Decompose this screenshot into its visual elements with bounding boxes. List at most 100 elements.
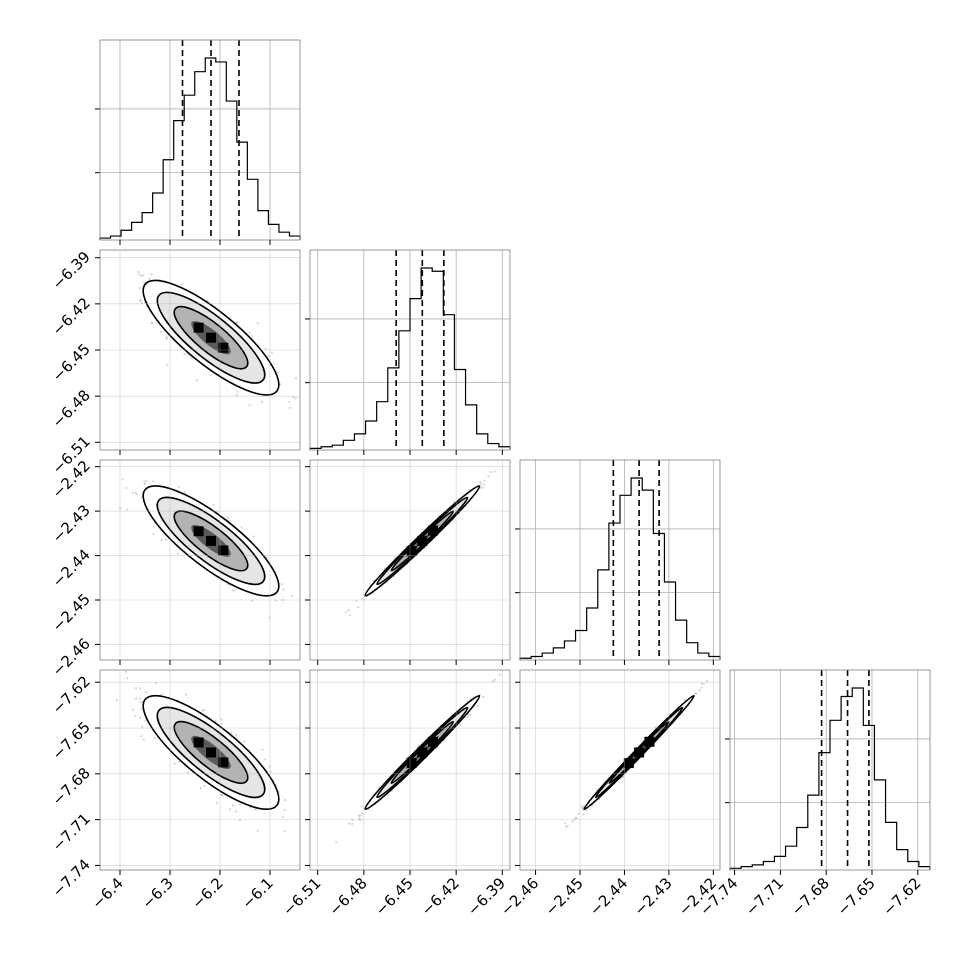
scatter-point (281, 816, 283, 818)
scatter-point (160, 331, 162, 333)
density-peak (407, 758, 417, 768)
scatter-point (139, 687, 141, 689)
scatter-point (284, 799, 286, 801)
density-peak (194, 323, 204, 333)
scatter-point (269, 617, 271, 619)
scatter-point (235, 734, 237, 736)
scatter-point (357, 606, 359, 608)
scatter-point (235, 810, 237, 812)
scatter-point (236, 321, 238, 323)
scatter-point (351, 823, 353, 825)
scatter-point (139, 697, 141, 699)
density-peak (206, 536, 216, 546)
scatter-point (125, 487, 127, 489)
scatter-point (271, 352, 273, 354)
scatter-point (174, 762, 176, 764)
density-peak (194, 737, 204, 747)
scatter-point (143, 481, 145, 483)
scatter-point (151, 273, 153, 275)
scatter-point (140, 735, 142, 737)
scatter-point (181, 284, 183, 286)
density-peak (417, 536, 427, 546)
scatter-point (269, 766, 271, 768)
scatter-point (201, 709, 203, 711)
density-peak (428, 737, 438, 747)
panel-bg (730, 670, 930, 870)
scatter-point (221, 794, 223, 796)
scatter-point (148, 278, 150, 280)
scatter-point (151, 322, 153, 324)
scatter-point (125, 671, 127, 673)
scatter-point (295, 397, 297, 399)
scatter-point (483, 484, 485, 486)
scatter-point (200, 787, 202, 789)
scatter-point (387, 794, 389, 796)
scatter-point (134, 715, 136, 717)
scatter-point (144, 719, 146, 721)
hist-panel-0 (95, 40, 300, 245)
scatter-point (261, 401, 263, 403)
scatter-point (345, 611, 347, 613)
density-peak (206, 747, 216, 757)
scatter-point (227, 516, 229, 518)
scatter-point (236, 391, 238, 393)
scatter-point (482, 487, 484, 489)
scatter-point (132, 709, 134, 711)
scatter-point (289, 407, 291, 409)
scatter-point (236, 394, 238, 396)
scatter-point (134, 491, 136, 493)
scatter-point (283, 809, 285, 811)
scatter-point (210, 374, 212, 376)
scatter-point (254, 809, 256, 811)
hist-panel-1 (305, 250, 510, 455)
scatter-point (126, 677, 128, 679)
scatter-point (216, 802, 218, 804)
scatter-point (152, 480, 154, 482)
scatter-point (239, 804, 241, 806)
scatter-point (469, 714, 471, 716)
hist-panel-3 (725, 670, 930, 875)
scatter-point (140, 708, 142, 710)
scatter-point (295, 377, 297, 379)
scatter-point (145, 480, 147, 482)
density-peak (417, 747, 427, 757)
scatter-point (143, 739, 145, 741)
scatter-point (248, 404, 250, 406)
scatter-point (161, 539, 163, 541)
scatter-point (142, 274, 144, 276)
panel-bg (520, 460, 720, 660)
scatter-point (348, 609, 350, 611)
scatter-point (144, 483, 146, 485)
scatter-point (483, 480, 485, 482)
scatter-point (292, 396, 294, 398)
scatter-point (139, 299, 141, 301)
scatter-point (268, 355, 270, 357)
scatter-point (220, 718, 222, 720)
scatter-point (479, 481, 481, 483)
scatter-point (137, 271, 139, 273)
scatter-point (249, 332, 251, 334)
scatter-panel-1-0 (95, 250, 300, 455)
scatter-point (165, 539, 167, 541)
scatter-point (349, 614, 351, 616)
scatter-point (335, 841, 337, 843)
scatter-point (494, 471, 496, 473)
scatter-panel-2-0 (95, 460, 300, 665)
scatter-point (280, 583, 282, 585)
scatter-point (494, 679, 496, 681)
scatter-point (467, 716, 469, 718)
scatter-point (348, 823, 350, 825)
scatter-point (232, 590, 234, 592)
scatter-point (252, 535, 254, 537)
scatter-point (251, 335, 253, 337)
scatter-point (477, 705, 479, 707)
scatter-point (203, 785, 205, 787)
scatter-point (243, 741, 245, 743)
scatter-panel-2-1 (305, 460, 510, 665)
scatter-point (177, 486, 179, 488)
scatter-point (232, 804, 234, 806)
scatter-point (183, 353, 185, 355)
scatter-point (138, 273, 140, 275)
scatter-point (135, 687, 137, 689)
